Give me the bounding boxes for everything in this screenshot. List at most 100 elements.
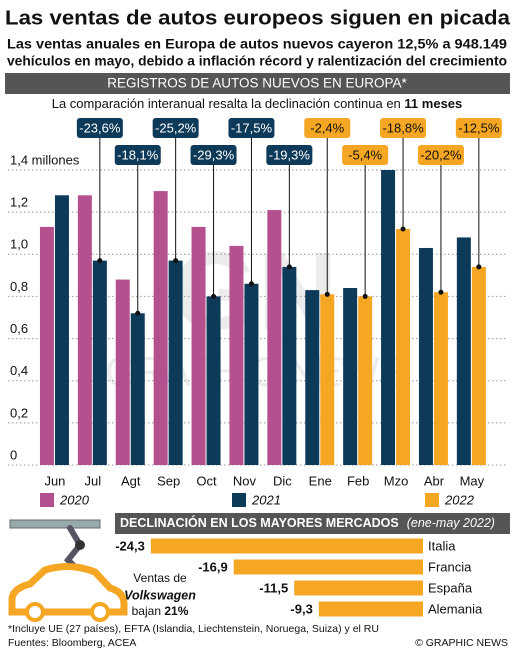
bar xyxy=(77,195,92,466)
change-label: -12,5% xyxy=(458,120,500,135)
change-label-box xyxy=(417,145,464,165)
bar xyxy=(433,292,448,465)
change-label-box xyxy=(304,118,351,138)
vw-note-text: bajan xyxy=(132,604,161,618)
change-label: -25,2% xyxy=(155,120,197,135)
x-tick-label: Dic xyxy=(273,473,292,488)
change-label: -20,2% xyxy=(420,147,462,162)
market-subtitle: (ene-may 2022) xyxy=(407,516,495,530)
x-tick-label: Abr xyxy=(424,473,445,488)
bar xyxy=(318,601,423,617)
legend-label: 2020 xyxy=(59,492,90,507)
category-label: España xyxy=(428,580,473,595)
vw-note-bold: 21% xyxy=(164,604,188,618)
category-label: Italia xyxy=(428,538,456,553)
value-label: -16,9 xyxy=(198,559,228,574)
y-tick-label: 1,0 xyxy=(10,237,28,252)
connector-dot xyxy=(173,258,179,264)
subtitle: Las ventas anuales en Europa de autos nu… xyxy=(7,37,507,52)
x-tick-label: Mzo xyxy=(384,473,409,488)
change-label: -17,5% xyxy=(231,120,273,135)
connector-dot xyxy=(286,264,292,270)
x-tick-label: Jun xyxy=(44,473,65,488)
y-tick-label: 0,8 xyxy=(10,279,28,294)
bar xyxy=(206,296,221,465)
market-title-text: DECLINACIÓN EN LOS MAYORES MERCADOS xyxy=(120,515,399,530)
change-label: -19,3% xyxy=(269,147,311,162)
bar xyxy=(471,266,486,465)
bar xyxy=(191,226,206,465)
connector-dot xyxy=(438,289,444,295)
note: La comparación interanual resalta la dec… xyxy=(52,96,463,111)
connector-dot xyxy=(211,293,217,299)
change-label: -29,3% xyxy=(193,147,235,162)
category-label: Francia xyxy=(428,559,472,574)
value-label: -9,3 xyxy=(290,601,312,616)
legend-swatch xyxy=(40,493,54,507)
connector-dot xyxy=(135,310,141,316)
connector-dot xyxy=(97,258,103,264)
footnote: *Incluye UE (27 países), EFTA (Islandia,… xyxy=(8,623,379,635)
change-label-box xyxy=(228,118,275,138)
vw-note: Ventas de xyxy=(133,571,187,585)
title: Las ventas de autos europeos siguen en p… xyxy=(5,7,511,29)
bar xyxy=(153,191,168,466)
x-tick-label: Feb xyxy=(347,473,369,488)
legend-swatch xyxy=(232,493,246,507)
banner xyxy=(115,513,510,534)
change-label-box xyxy=(152,118,199,138)
change-label-box xyxy=(266,145,313,165)
bar xyxy=(282,266,297,465)
value-label: -24,3 xyxy=(115,538,145,553)
bar xyxy=(358,296,373,465)
banner xyxy=(5,73,510,94)
note-text: La comparación interanual resalta la dec… xyxy=(52,96,401,111)
bar xyxy=(54,195,69,466)
bar xyxy=(244,283,259,465)
change-label-box xyxy=(455,118,502,138)
bar xyxy=(229,245,244,465)
bar xyxy=(233,559,423,575)
change-label-box xyxy=(76,118,123,138)
x-tick-label: Sep xyxy=(157,473,180,488)
banner-text: REGISTROS DE AUTOS NUEVOS EN EUROPA* xyxy=(107,76,407,91)
bar xyxy=(343,288,358,465)
category-label: Alemania xyxy=(428,601,483,616)
connector-dot xyxy=(400,226,406,232)
change-label: -5,4% xyxy=(348,147,382,162)
y-tick-label: 1,4 millones xyxy=(10,152,80,167)
y-tick-label: 0,2 xyxy=(10,405,28,420)
change-label-box xyxy=(114,145,161,165)
change-label: -18,1% xyxy=(117,147,159,162)
change-label: -18,8% xyxy=(382,120,424,135)
wheel xyxy=(25,602,45,622)
market-title: DECLINACIÓN EN LOS MAYORES MERCADOS (ene-… xyxy=(120,515,495,530)
bar xyxy=(294,580,423,596)
bar xyxy=(92,260,107,465)
bar xyxy=(39,226,54,465)
car-body xyxy=(8,563,128,616)
value-label: -11,5 xyxy=(259,580,288,595)
connector-dot xyxy=(324,291,330,297)
y-tick-label: 1,2 xyxy=(10,195,28,210)
y-tick-label: 0 xyxy=(10,447,17,462)
bar xyxy=(418,247,433,465)
bar xyxy=(396,229,411,465)
x-tick-label: Oct xyxy=(196,473,217,488)
sources: Fuentes: Bloomberg, ACEA xyxy=(8,637,136,649)
bar xyxy=(130,313,145,465)
y-tick-label: 0,4 xyxy=(10,363,28,378)
legend-swatch xyxy=(425,493,439,507)
change-label-box xyxy=(342,145,389,165)
robot-joint xyxy=(75,540,85,550)
robot-rail xyxy=(9,519,101,529)
legend-label: 2022 xyxy=(444,492,475,507)
car-illustration xyxy=(8,519,128,622)
note-bold: 11 meses xyxy=(404,96,462,111)
wheel xyxy=(90,602,110,622)
change-label-box xyxy=(190,145,237,165)
credit: © GRAPHIC NEWS xyxy=(415,637,508,649)
x-tick-label: Nov xyxy=(233,473,257,488)
change-label-box xyxy=(380,118,427,138)
